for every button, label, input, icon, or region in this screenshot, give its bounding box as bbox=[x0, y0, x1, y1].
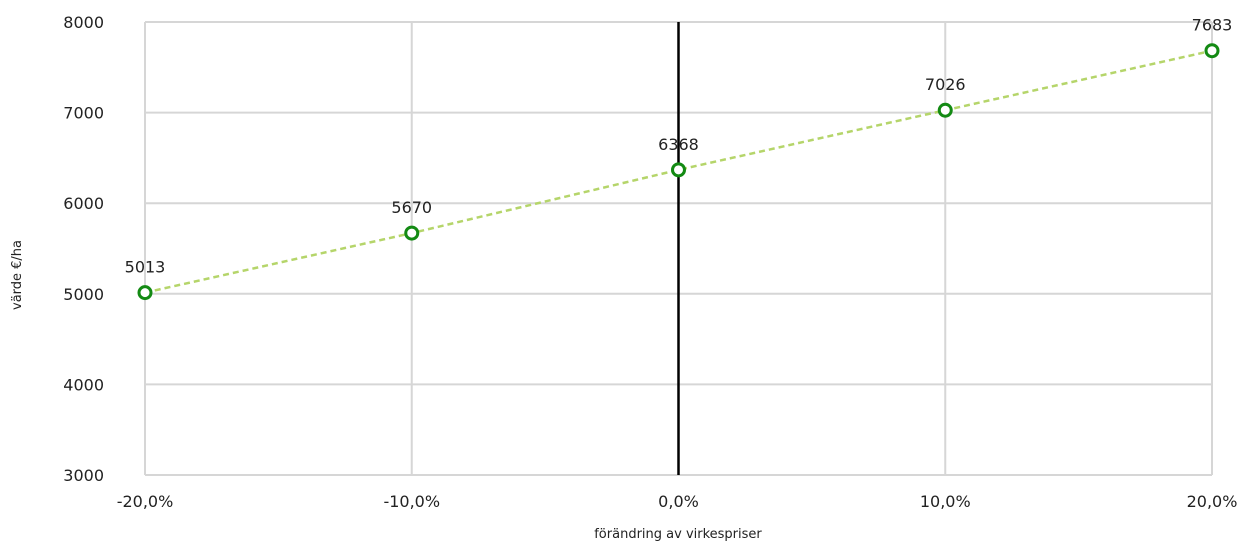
x-tick-label: 20,0% bbox=[1187, 492, 1238, 511]
data-label: 6368 bbox=[658, 135, 699, 154]
series-line bbox=[144, 49, 1213, 294]
axis-labels-group: 3000 4000 5000 6000 7000 8000 -20,0% -10,0% 0,0%… bbox=[63, 13, 1237, 511]
y-axis-title: värde €/ha bbox=[10, 240, 25, 310]
data-labels-group: 5013 5670 6368 7026 7683 bbox=[125, 16, 1233, 277]
x-tick-label: -10,0% bbox=[383, 492, 440, 511]
data-label: 7683 bbox=[1192, 16, 1233, 35]
x-tick-label: -20,0% bbox=[117, 492, 174, 511]
data-point bbox=[671, 162, 686, 178]
y-tick-label: 8000 bbox=[63, 13, 104, 32]
x-tick-label: 0,0% bbox=[658, 492, 699, 511]
y-tick-label: 4000 bbox=[63, 375, 104, 394]
x-axis-title: förändring av virkespriser bbox=[594, 527, 762, 542]
y-tick-label: 6000 bbox=[63, 194, 104, 213]
data-label: 5013 bbox=[125, 258, 166, 277]
y-tick-label: 3000 bbox=[63, 466, 104, 485]
x-tick-label: 10,0% bbox=[920, 492, 971, 511]
data-label: 7026 bbox=[925, 75, 966, 94]
y-tick-label: 7000 bbox=[63, 104, 104, 123]
data-label: 5670 bbox=[391, 198, 432, 217]
y-tick-label: 5000 bbox=[63, 285, 104, 304]
data-point bbox=[1204, 43, 1220, 59]
data-point bbox=[937, 102, 953, 118]
series-group bbox=[137, 43, 1220, 301]
data-point bbox=[137, 285, 153, 301]
data-point bbox=[404, 225, 420, 241]
